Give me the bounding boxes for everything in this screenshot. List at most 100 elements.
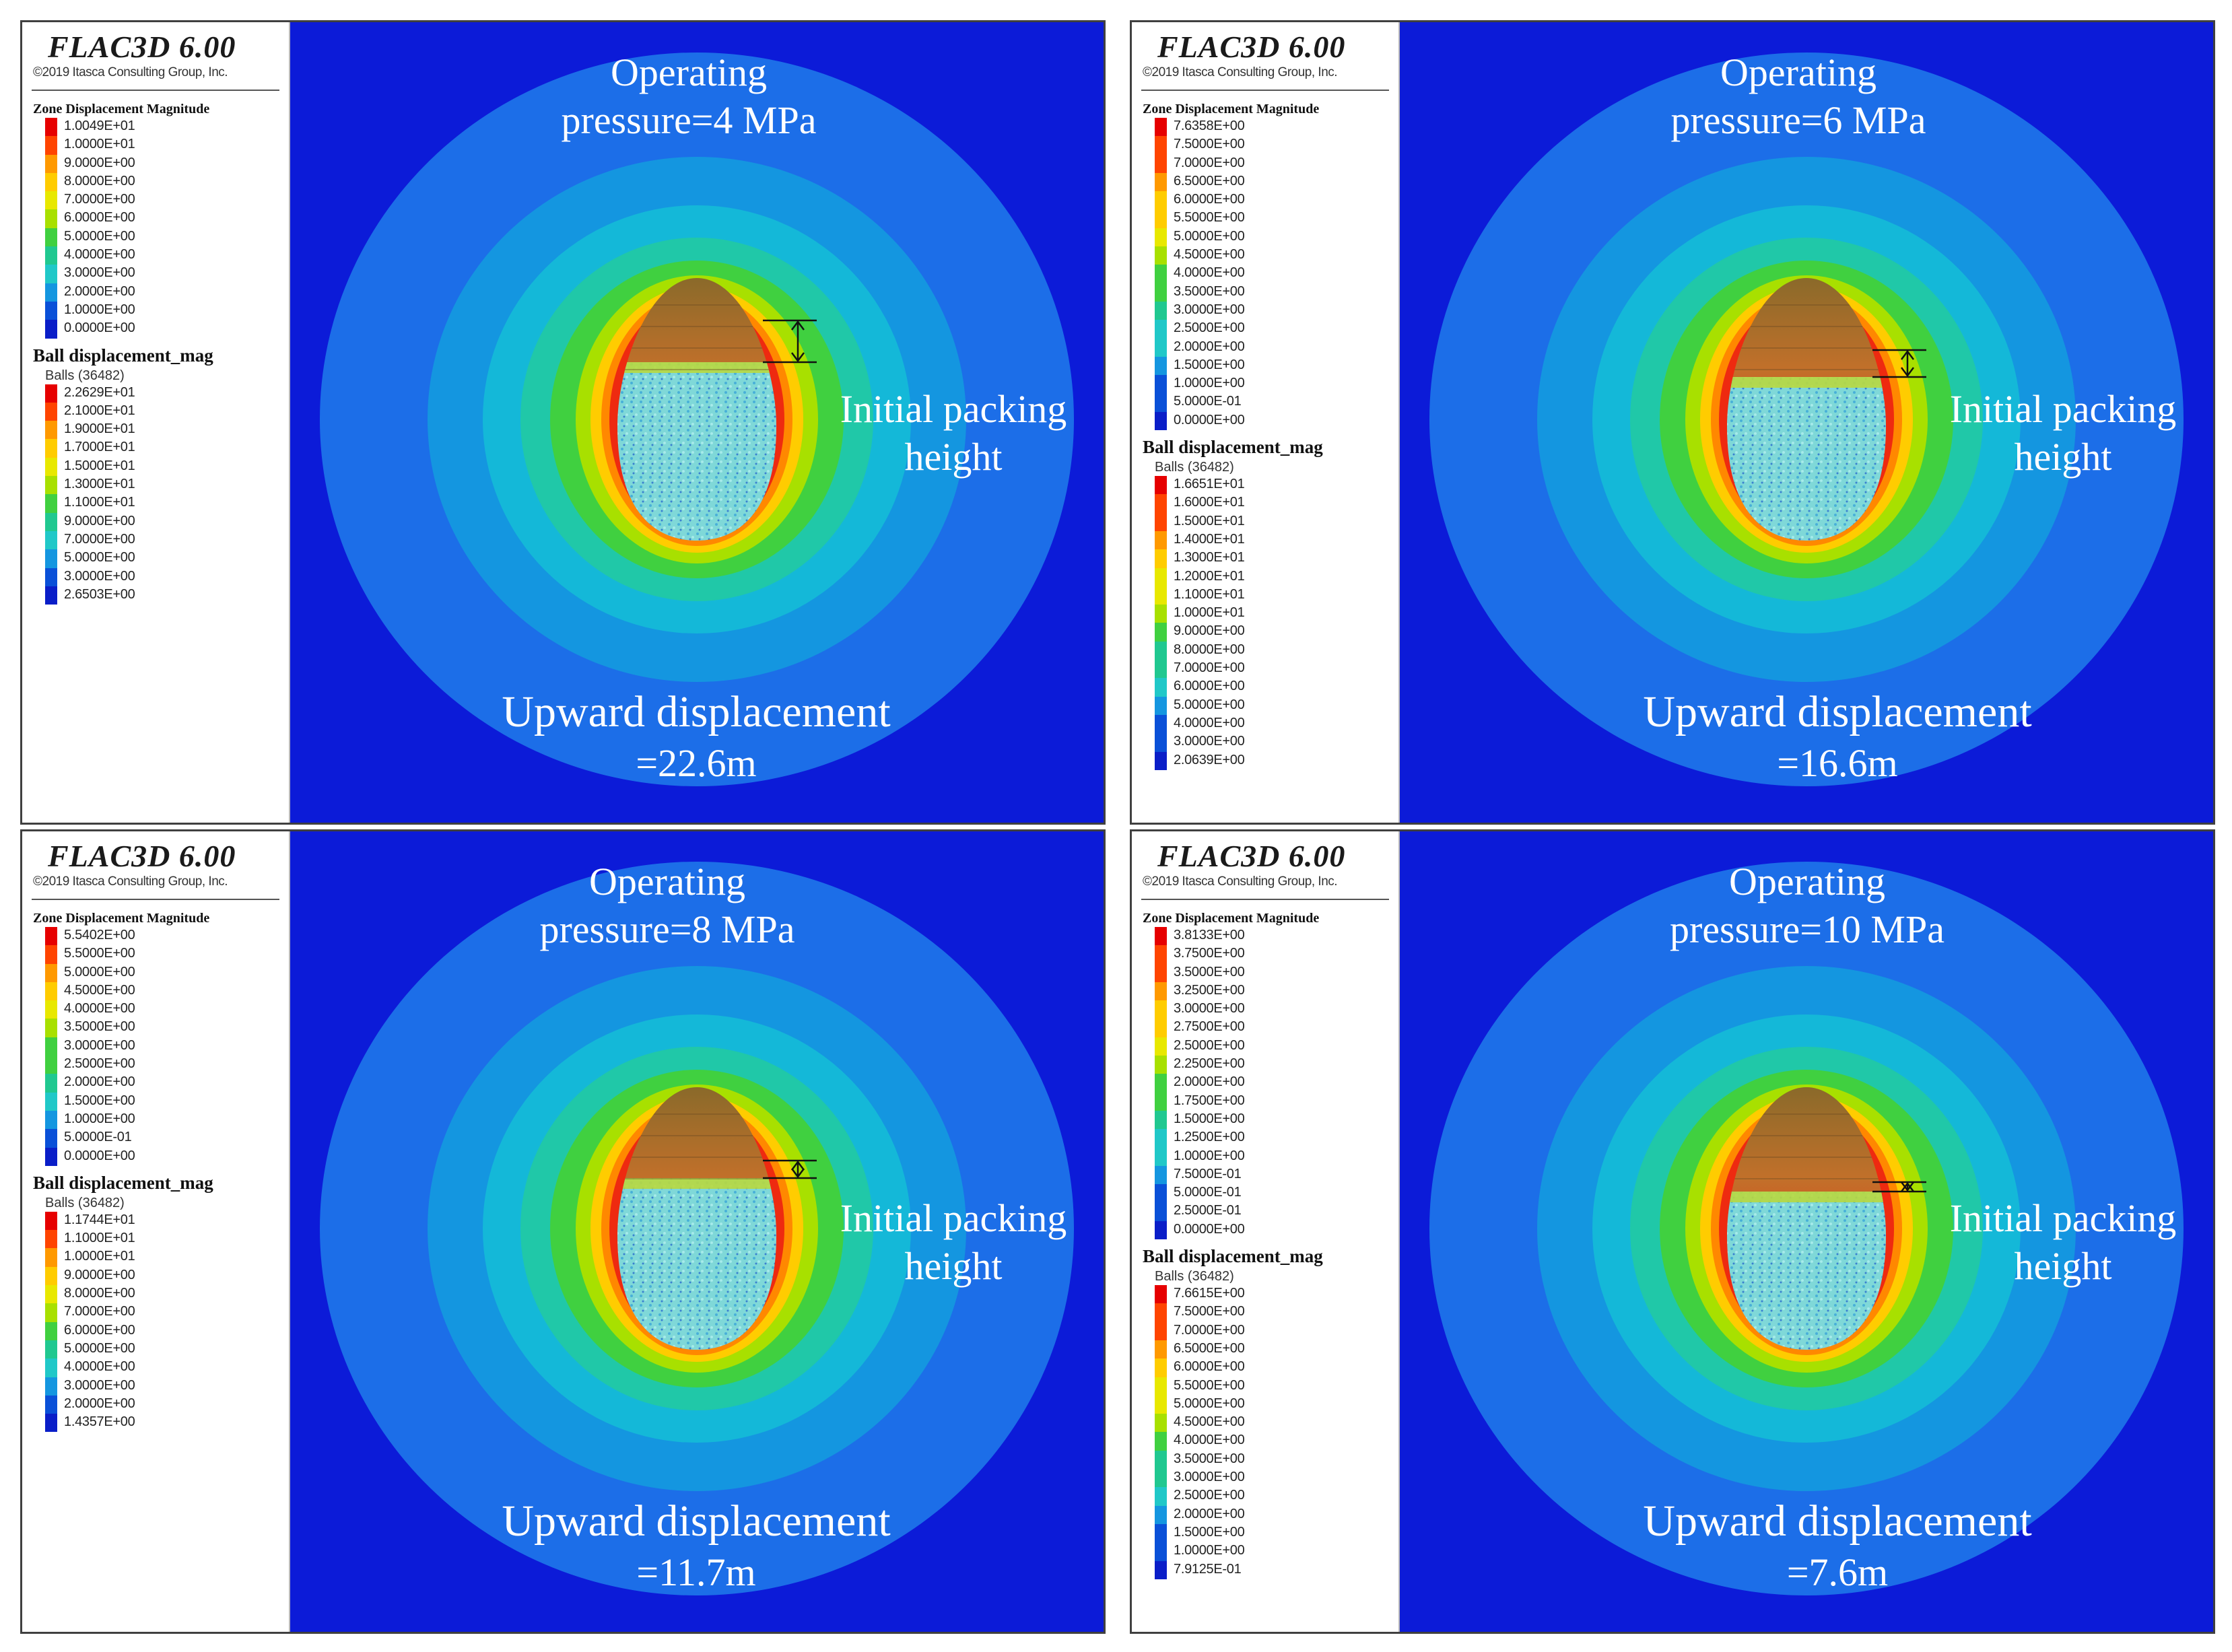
scale-label: 3.5000E+00 bbox=[1174, 1451, 1245, 1466]
scale-label: 2.2500E+00 bbox=[1174, 1056, 1245, 1072]
packing-height-label: Initial packing height bbox=[812, 1195, 1095, 1290]
scale-label: 6.5000E+00 bbox=[1174, 173, 1245, 188]
scale-label: 7.6615E+00 bbox=[1174, 1286, 1245, 1301]
color-swatch bbox=[1155, 172, 1167, 192]
legend-divider bbox=[1141, 899, 1389, 900]
color-swatch bbox=[1155, 605, 1167, 623]
color-swatch bbox=[1155, 393, 1167, 412]
copyright-text: ©2019 Itasca Consulting Group, Inc. bbox=[1143, 874, 1338, 889]
ball-legend-title: Ball displacement_mag bbox=[1143, 1246, 1323, 1267]
scale-label: 3.2500E+00 bbox=[1174, 982, 1245, 998]
color-swatch bbox=[1155, 1358, 1167, 1377]
scale-label: 7.6358E+00 bbox=[1174, 118, 1245, 133]
scale-label: 2.0000E+00 bbox=[1174, 1506, 1245, 1521]
legend: FLAC3D 6.00 ©2019 Itasca Consulting Group… bbox=[22, 22, 290, 823]
contour-plot: Operating pressure=8 MPa Initial packing he… bbox=[290, 831, 1104, 1632]
scale-label: 7.0000E+00 bbox=[64, 1304, 135, 1319]
scale-label: 7.0000E+00 bbox=[1174, 660, 1245, 676]
color-swatch bbox=[1155, 733, 1167, 752]
displacement-contours bbox=[320, 53, 1074, 786]
scale-label: 1.0000E+01 bbox=[64, 137, 135, 152]
color-swatch bbox=[45, 118, 57, 137]
scale-label: 5.0000E+00 bbox=[64, 550, 135, 565]
legend-divider bbox=[32, 899, 279, 900]
scale-label: 6.0000E+00 bbox=[64, 210, 135, 226]
scale-label: 4.0000E+00 bbox=[64, 1001, 135, 1017]
scale-label: 3.0000E+00 bbox=[64, 265, 135, 281]
color-swatch bbox=[45, 1285, 57, 1304]
color-swatch bbox=[45, 246, 57, 265]
packing-label-line2: height bbox=[904, 434, 1003, 479]
software-title: FLAC3D 6.00 bbox=[1157, 30, 1346, 64]
color-swatch bbox=[45, 301, 57, 320]
color-swatch bbox=[1155, 641, 1167, 660]
scale-label: 1.3000E+01 bbox=[1174, 550, 1245, 565]
color-swatch bbox=[45, 228, 57, 247]
software-title: FLAC3D 6.00 bbox=[1157, 839, 1346, 873]
packing-surface bbox=[1727, 1192, 1886, 1202]
color-swatch bbox=[1155, 549, 1167, 568]
scale-label: 5.0000E+00 bbox=[64, 228, 135, 244]
scale-label: 3.8133E+00 bbox=[1174, 928, 1245, 942]
color-swatch bbox=[1155, 1395, 1167, 1414]
color-swatch bbox=[45, 172, 57, 192]
color-swatch bbox=[1155, 375, 1167, 394]
upward-displacement-value: =11.7m bbox=[636, 1550, 756, 1594]
color-swatch bbox=[1155, 191, 1167, 210]
scale-label: 9.0000E+00 bbox=[64, 1267, 135, 1282]
color-swatch bbox=[1155, 1092, 1167, 1111]
scale-label: 5.0000E-01 bbox=[64, 1130, 132, 1145]
upward-displacement-label: Upward displacement =7.6m bbox=[1595, 1494, 2080, 1596]
copyright-text: ©2019 Itasca Consulting Group, Inc. bbox=[1143, 65, 1338, 79]
scale-label: 9.0000E+00 bbox=[1174, 623, 1245, 639]
color-swatch bbox=[45, 1211, 57, 1231]
balls-count: Balls (36482) bbox=[45, 368, 125, 383]
color-swatch bbox=[45, 1340, 57, 1359]
scale-label: 2.5000E+00 bbox=[64, 1056, 135, 1072]
color-swatch bbox=[1155, 1321, 1167, 1340]
operating-pressure-label: Operating pressure=10 MPa bbox=[1639, 858, 1975, 954]
operating-label-line2: pressure=6 MPa bbox=[1670, 98, 1926, 142]
scale-label: 1.2500E+00 bbox=[1174, 1130, 1245, 1145]
color-swatch bbox=[45, 1377, 57, 1396]
scale-label: 1.0049E+01 bbox=[64, 118, 135, 133]
color-swatch bbox=[45, 384, 57, 403]
color-swatch bbox=[1155, 246, 1167, 265]
color-swatch bbox=[45, 1074, 57, 1093]
packing-surface bbox=[617, 362, 776, 373]
scale-label: 1.0000E+01 bbox=[64, 1249, 135, 1264]
scale-label: 0.0000E+00 bbox=[1174, 412, 1245, 427]
color-swatch bbox=[45, 209, 57, 228]
color-swatch bbox=[45, 1230, 57, 1249]
color-swatch bbox=[1155, 283, 1167, 302]
scale-label: 7.5000E+00 bbox=[1174, 137, 1245, 152]
simulation-panel: FLAC3D 6.00 ©2019 Itasca Consulting Group… bbox=[20, 20, 1106, 825]
scale-label: 1.0000E+00 bbox=[1174, 1543, 1245, 1558]
software-title: FLAC3D 6.00 bbox=[48, 839, 236, 873]
color-swatch bbox=[1155, 1129, 1167, 1148]
color-swatch bbox=[45, 1266, 57, 1286]
color-swatch bbox=[1155, 1056, 1167, 1074]
scale-label: 1.0000E+00 bbox=[64, 302, 135, 317]
color-swatch bbox=[45, 476, 57, 495]
scale-label: 4.5000E+00 bbox=[1174, 247, 1245, 263]
packing-height-arrow bbox=[1872, 1181, 1926, 1193]
legend-divider bbox=[1141, 90, 1389, 91]
scale-label: 8.0000E+00 bbox=[64, 173, 135, 188]
color-swatch bbox=[45, 1129, 57, 1148]
particle-packing bbox=[617, 1178, 776, 1350]
scale-label: 2.2629E+01 bbox=[64, 384, 135, 400]
scale-label: 1.3000E+01 bbox=[64, 477, 135, 492]
balls-count: Balls (36482) bbox=[1155, 460, 1234, 475]
color-swatch bbox=[45, 154, 57, 173]
color-swatch bbox=[45, 1147, 57, 1166]
color-swatch bbox=[45, 1358, 57, 1377]
scale-label: 1.7500E+00 bbox=[1174, 1093, 1245, 1108]
color-swatch bbox=[45, 1037, 57, 1056]
upward-label-line1: Upward displacement bbox=[502, 1496, 891, 1546]
scale-label: 9.0000E+00 bbox=[64, 513, 135, 528]
legend: FLAC3D 6.00 ©2019 Itasca Consulting Group… bbox=[22, 831, 290, 1632]
color-swatch bbox=[45, 982, 57, 1001]
scale-label: 1.5000E+01 bbox=[64, 458, 135, 473]
color-swatch bbox=[1155, 714, 1167, 734]
